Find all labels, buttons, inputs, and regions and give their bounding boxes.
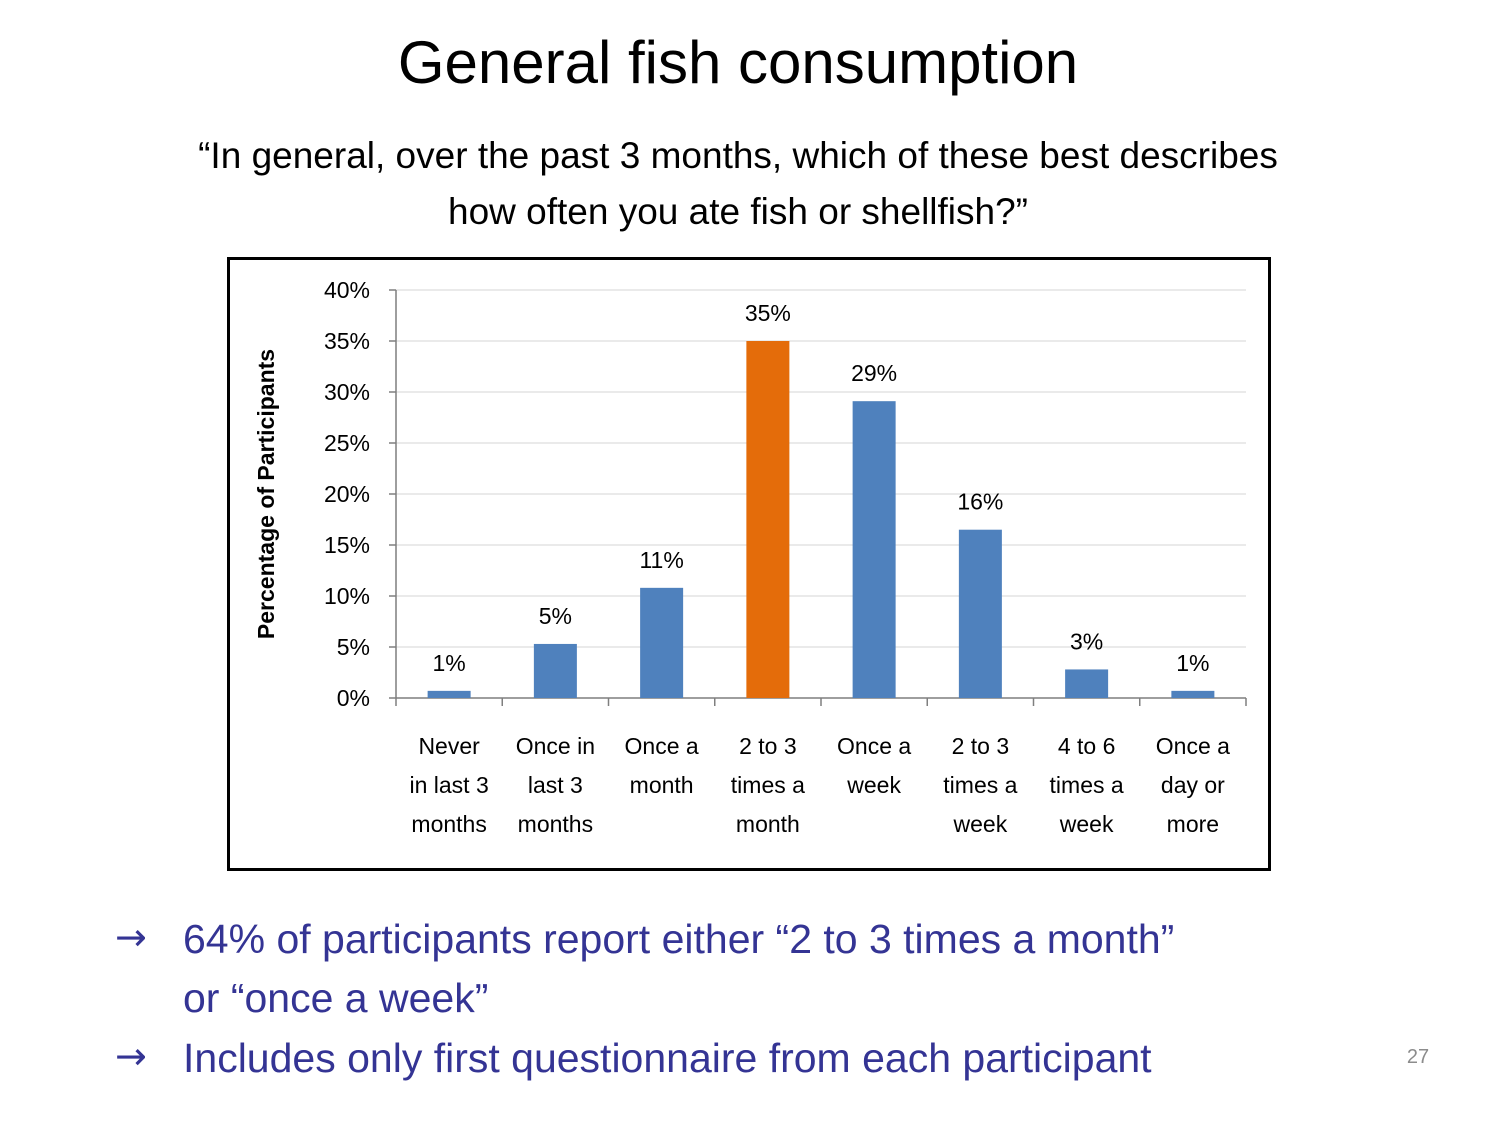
y-tick-label: 5%: [337, 634, 370, 660]
right-arrow-icon: →: [115, 1033, 147, 1078]
x-tick-label: more: [1167, 811, 1219, 837]
y-tick-label: 0%: [337, 685, 370, 711]
bar: [1171, 690, 1215, 698]
x-tick-label: last 3: [528, 772, 583, 798]
x-tick-label: 4 to 6: [1058, 733, 1116, 759]
data-label: 29%: [851, 360, 897, 386]
x-tick-label: 2 to 3: [739, 733, 797, 759]
x-tick-label: times a: [1050, 772, 1124, 798]
data-label: 35%: [745, 300, 791, 326]
x-tick-label: Never: [418, 733, 480, 759]
survey-question: “In general, over the past 3 months, whi…: [100, 128, 1376, 239]
bar: [1065, 669, 1109, 698]
takeaway-text-1: 64% of participants report either “2 to …: [183, 910, 1174, 1029]
x-tick-label: month: [736, 811, 800, 837]
data-label: 11%: [639, 547, 683, 573]
bar: [640, 587, 684, 698]
x-tick-label: times a: [731, 772, 805, 798]
y-axis-title: Percentage of Participants: [253, 349, 279, 639]
x-tick-label: Once in: [516, 733, 595, 759]
y-tick-label: 40%: [324, 277, 370, 303]
x-tick-label: Once a: [1156, 733, 1230, 759]
bar-chart: 0% 5% 10% 15% 20% 25% 30% 35% 40% 1% Never in last …: [253, 277, 1247, 837]
x-tick-label: week: [1059, 811, 1114, 837]
y-tick-label: 10%: [324, 583, 370, 609]
x-tick-label: months: [411, 811, 486, 837]
x-tick-label: month: [630, 772, 694, 798]
chart-frame: 0% 5% 10% 15% 20% 25% 30% 35% 40% 1% Never in last …: [227, 257, 1271, 871]
bar: [533, 643, 577, 698]
data-label: 16%: [957, 489, 1003, 515]
bar: [852, 401, 896, 698]
takeaway-1-line-1: 64% of participants report either “2 to …: [183, 916, 1175, 962]
x-tick-label: 2 to 3: [952, 733, 1010, 759]
x-tick-label: week: [846, 772, 901, 798]
x-tick-label: Once a: [625, 733, 699, 759]
x-tick-label: in last 3: [409, 772, 488, 798]
slide-title: General fish consumption: [397, 29, 1079, 96]
x-tick-label: months: [518, 811, 593, 837]
x-tick-label: day or: [1161, 772, 1225, 798]
y-tick-label: 30%: [324, 379, 370, 405]
takeaway-item-1: → 64% of participants report either “2 t…: [115, 910, 1415, 1029]
question-line-1: “In general, over the past 3 months, whi…: [198, 135, 1278, 176]
data-label: 3%: [1070, 628, 1103, 654]
takeaway-2-line-1: Includes only first questionnaire from e…: [183, 1034, 1152, 1081]
right-arrow-icon: →: [115, 915, 147, 959]
bar: [427, 690, 471, 698]
data-label: 1%: [433, 650, 466, 676]
bar: [958, 529, 1002, 698]
x-tick-label: week: [953, 811, 1008, 837]
takeaway-text-2: Includes only first questionnaire from e…: [183, 1029, 1152, 1088]
page-number: 27: [1406, 1046, 1430, 1068]
bar: [746, 341, 790, 698]
y-tick-label: 20%: [324, 481, 370, 507]
takeaway-item-2: → Includes only first questionnaire from…: [115, 1029, 1415, 1088]
question-line-2: how often you ate fish or shellfish?”: [448, 190, 1028, 232]
y-tick-label: 25%: [324, 430, 370, 456]
data-label: 5%: [539, 603, 572, 629]
y-tick-label: 35%: [324, 328, 370, 354]
takeaway-list: → 64% of participants report either “2 t…: [115, 910, 1415, 1088]
x-tick-label: times a: [943, 772, 1017, 798]
takeaway-1-line-2: or “once a week”: [183, 975, 489, 1022]
x-tick-label: Once a: [837, 733, 911, 759]
data-label: 1%: [1176, 650, 1209, 676]
y-tick-label: 15%: [324, 532, 370, 558]
